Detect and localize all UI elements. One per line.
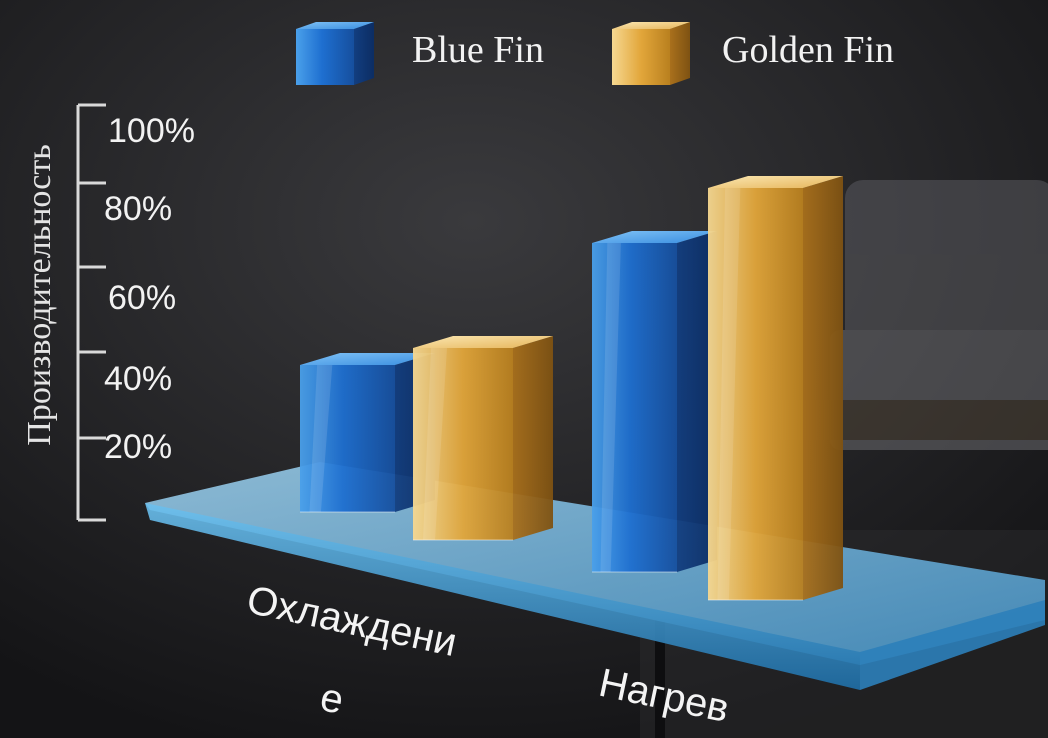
bar <box>413 336 553 541</box>
y-axis: 20% 40% 60% 80% 100% <box>76 103 195 522</box>
y-tick-label: 20% <box>104 428 172 466</box>
bar <box>592 231 717 573</box>
y-tick-label: 100% <box>108 112 195 150</box>
y-tick-label: 40% <box>104 360 172 398</box>
legend-item: Blue Fin <box>296 22 544 85</box>
legend-label: Blue Fin <box>412 29 544 71</box>
legend-swatch <box>612 22 690 85</box>
legend-label: Golden Fin <box>722 29 894 71</box>
legend: Blue Fin Golden Fin <box>296 22 894 85</box>
legend-item: Golden Fin <box>612 22 894 85</box>
y-tick-label: 60% <box>108 279 176 317</box>
support-post <box>655 620 665 738</box>
y-tick-label: 80% <box>104 190 172 228</box>
y-axis-label: Производительность <box>21 144 58 445</box>
bars <box>300 176 843 601</box>
bar <box>708 176 843 601</box>
legend-swatch <box>296 22 374 85</box>
